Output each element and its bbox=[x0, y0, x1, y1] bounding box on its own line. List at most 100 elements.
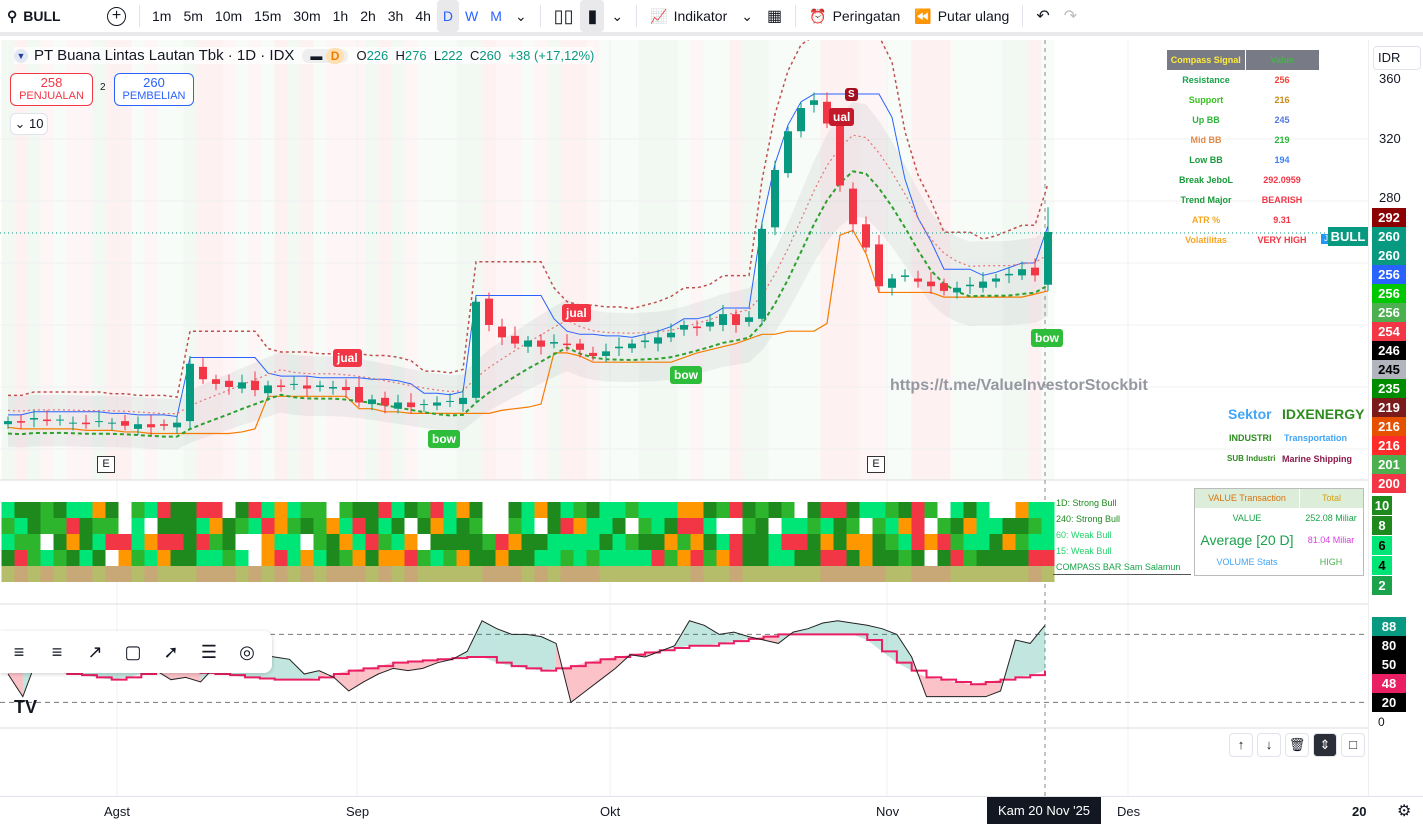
compass-bar-cell bbox=[1041, 502, 1055, 518]
market-status-badge[interactable]: ▬ D bbox=[302, 47, 349, 64]
compass-bar-cell bbox=[274, 534, 288, 550]
bar-style-hollow-icon[interactable]: ▮ bbox=[580, 0, 605, 32]
timeframe-10m[interactable]: 10m bbox=[214, 8, 243, 24]
price-axis[interactable]: IDR 360 320 280 bbox=[1368, 40, 1423, 796]
symbol-title[interactable]: PT Buana Lintas Lautan Tbk · 1D · IDX bbox=[34, 47, 295, 64]
redo-icon[interactable]: ↷ bbox=[1063, 8, 1078, 25]
indicators-collapse-button[interactable]: ⌄ 10 bbox=[10, 113, 48, 135]
chart-type-chevron-icon[interactable]: ⌄ bbox=[611, 7, 624, 24]
candle bbox=[706, 321, 714, 327]
price-label: 256 bbox=[1372, 265, 1406, 284]
compass-bar-cell bbox=[40, 502, 54, 518]
trend-band bbox=[326, 40, 340, 480]
compass-bar-cell bbox=[768, 550, 782, 566]
compass-bar-cell bbox=[807, 534, 821, 550]
trend-band bbox=[495, 40, 509, 480]
compass-bar-cell bbox=[209, 566, 223, 582]
tradingview-logo-icon[interactable]: TV bbox=[14, 697, 38, 717]
maximize-pane-icon[interactable]: □ bbox=[1341, 733, 1365, 757]
compass-bar-cell bbox=[937, 502, 951, 518]
compass-bar-cell bbox=[417, 566, 431, 582]
compass-bar-cell bbox=[300, 566, 314, 582]
compass-bar-cell bbox=[196, 550, 210, 566]
compass-bar-cell bbox=[339, 566, 353, 582]
horizontal-lines-icon[interactable]: ☰ bbox=[200, 641, 218, 662]
replay-button[interactable]: ⏪ Putar ulang bbox=[914, 7, 1010, 25]
timeframe-M[interactable]: M bbox=[490, 8, 502, 24]
price-label: 292 bbox=[1372, 208, 1406, 227]
compass-bar-cell bbox=[1041, 566, 1055, 582]
timeframe-D[interactable]: D bbox=[436, 0, 460, 32]
move-pane-up-icon[interactable]: ↑ bbox=[1229, 733, 1253, 757]
path-icon[interactable]: ↗ bbox=[87, 641, 103, 662]
alerts-button[interactable]: ⏰ Peringatan bbox=[809, 7, 901, 25]
compass-bar-cell bbox=[365, 518, 379, 534]
compass-bar-cell bbox=[989, 502, 1003, 518]
chart-canvas[interactable] bbox=[0, 40, 1368, 796]
undo-icon[interactable]: ↶ bbox=[1036, 8, 1050, 25]
symbol-search[interactable]: ⚲ BULL bbox=[7, 7, 61, 25]
timeframe-4h[interactable]: 4h bbox=[415, 8, 431, 24]
compass-bar-cell bbox=[547, 502, 561, 518]
compare-add-button[interactable]: + bbox=[100, 0, 133, 32]
timeframe-2h[interactable]: 2h bbox=[360, 8, 376, 24]
compass-bar-cell bbox=[521, 502, 535, 518]
regression-trend-icon[interactable]: ≡ bbox=[51, 641, 63, 662]
settings-gear-icon[interactable]: ⚙ bbox=[1397, 803, 1412, 820]
time-tick: Agst bbox=[104, 804, 131, 819]
compass-bar-cell bbox=[417, 550, 431, 566]
parallel-channel-icon[interactable]: ≡ bbox=[13, 641, 25, 662]
timeframe-more-chevron-icon[interactable]: ⌄ bbox=[514, 7, 527, 24]
trend-band bbox=[573, 40, 587, 480]
arrow-icon[interactable]: ➚ bbox=[163, 641, 179, 662]
delete-pane-icon[interactable]: 🗑 bbox=[1285, 733, 1309, 757]
trend-band bbox=[339, 40, 353, 480]
time-tick: Nov bbox=[876, 804, 900, 819]
timeframe-15m[interactable]: 15m bbox=[254, 8, 282, 24]
indicators-button[interactable]: 📈 Indikator bbox=[650, 7, 728, 25]
earnings-marker[interactable]: E bbox=[97, 456, 115, 473]
compass-bar-cell bbox=[196, 502, 210, 518]
candle bbox=[563, 343, 571, 346]
trend-band bbox=[118, 40, 132, 480]
rectangle-icon[interactable]: ▢ bbox=[124, 641, 142, 662]
layout-grid-icon[interactable]: ▦ bbox=[767, 8, 783, 25]
candle bbox=[173, 422, 181, 428]
compass-bar-cell bbox=[27, 534, 41, 550]
timeframe-5m[interactable]: 5m bbox=[183, 8, 203, 24]
subindustry-label: SUB Industri bbox=[1227, 454, 1276, 463]
sell-signal-tag: jual bbox=[562, 304, 591, 322]
timeframe-1h[interactable]: 1h bbox=[332, 8, 349, 24]
oscillator-label: 88 bbox=[1372, 617, 1406, 636]
circle-icon[interactable]: ◎ bbox=[239, 641, 255, 662]
osc-fill bbox=[704, 625, 720, 646]
earnings-marker[interactable]: E bbox=[867, 456, 885, 473]
collapse-pane-icon[interactable]: ⇕ bbox=[1313, 733, 1337, 757]
compass-bar-cell bbox=[118, 502, 132, 518]
rewind-icon: ⏪ bbox=[914, 7, 932, 24]
compass-bar-cell bbox=[417, 518, 431, 534]
osc-fill bbox=[482, 620, 497, 663]
timeframe-3h[interactable]: 3h bbox=[387, 8, 404, 24]
compass-bar-cell bbox=[235, 534, 249, 550]
compass-bar-cell bbox=[755, 550, 769, 566]
volatility-info-icon[interactable]: J bbox=[1321, 234, 1331, 244]
indicators-chevron-icon[interactable]: ⌄ bbox=[741, 7, 753, 24]
compass-bar-cell bbox=[53, 502, 67, 518]
sell-button[interactable]: 258 PENJUALAN bbox=[10, 73, 93, 106]
bar-style-candles-icon[interactable]: ▯▯ bbox=[553, 5, 574, 26]
osc-fill bbox=[985, 679, 1001, 697]
compass-bar-cell bbox=[638, 502, 652, 518]
candle bbox=[693, 326, 701, 329]
compass-bar-cell bbox=[53, 534, 67, 550]
compass-bar-cell bbox=[456, 502, 470, 518]
timeframe-W[interactable]: W bbox=[465, 8, 479, 24]
currency-label[interactable]: IDR bbox=[1373, 46, 1421, 70]
compass-bar-cell bbox=[872, 518, 886, 534]
compass-bar-cell bbox=[742, 502, 756, 518]
move-pane-down-icon[interactable]: ↓ bbox=[1257, 733, 1281, 757]
timeframe-1m[interactable]: 1m bbox=[152, 8, 172, 24]
compass-bar-cell bbox=[352, 518, 366, 534]
timeframe-30m[interactable]: 30m bbox=[293, 8, 321, 24]
buy-button[interactable]: 260 PEMBELIAN bbox=[114, 73, 194, 106]
